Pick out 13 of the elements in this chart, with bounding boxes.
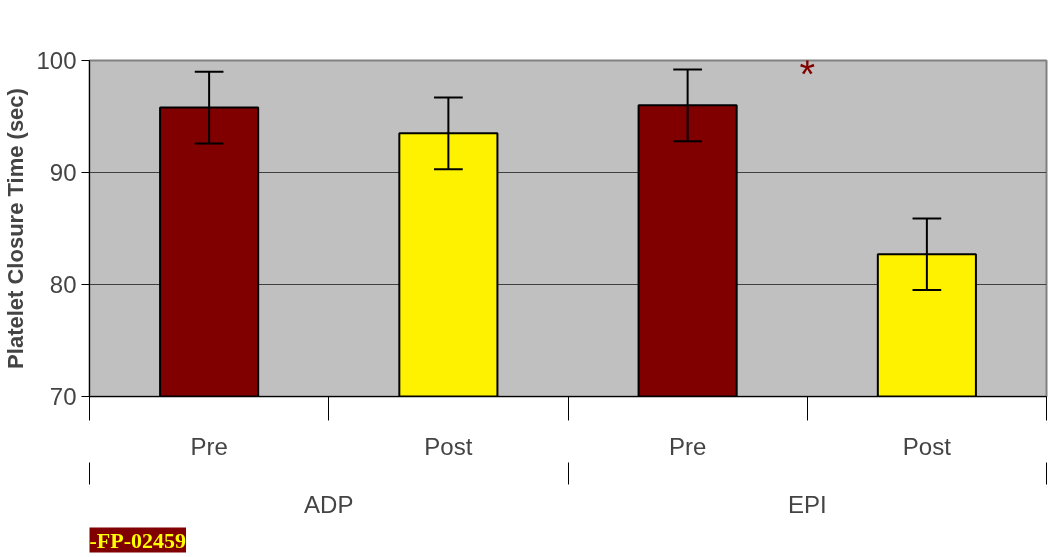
y-tick-label: 80 — [49, 271, 77, 298]
x-tick-label: Pre — [190, 432, 228, 460]
y-tick-label: 100 — [36, 47, 77, 74]
x-tick-label: Post — [424, 432, 473, 460]
y-tick-label: 90 — [49, 159, 77, 186]
y-axis-title: Platelet Closure Time (sec) — [3, 88, 29, 369]
text: ADP — [304, 490, 354, 518]
y-tick-label: 70 — [49, 383, 77, 410]
x-tick-label: Pre — [668, 432, 707, 460]
text: EPI — [787, 490, 827, 518]
text: -FP-02459 — [89, 527, 187, 553]
annotation: * — [799, 51, 816, 96]
x-tick-label: Post — [902, 432, 952, 460]
